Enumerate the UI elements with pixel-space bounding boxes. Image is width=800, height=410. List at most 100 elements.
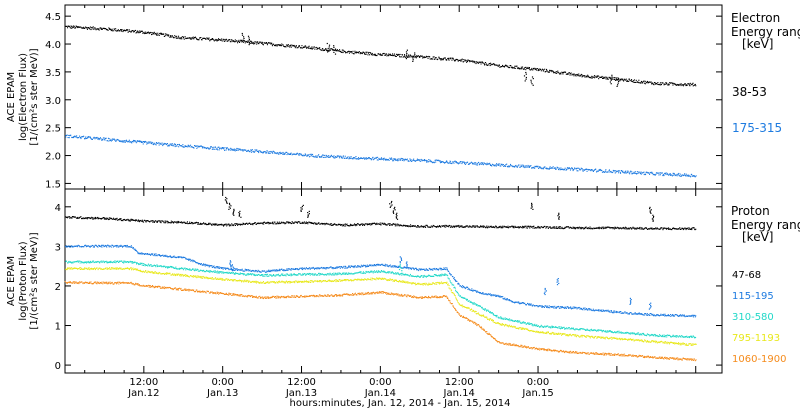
data-point	[536, 68, 538, 70]
data-point	[280, 153, 282, 155]
data-point	[616, 79, 618, 81]
data-point	[285, 46, 287, 48]
data-point	[403, 160, 405, 162]
data-point	[378, 264, 380, 266]
data-point	[641, 228, 643, 230]
data-point	[207, 38, 209, 40]
data-point	[630, 80, 632, 82]
data-point	[215, 271, 217, 273]
data-point	[145, 264, 147, 266]
data-point	[461, 225, 463, 227]
data-point	[174, 146, 176, 148]
data-point	[459, 161, 461, 163]
data-point	[443, 57, 445, 59]
data-point	[234, 150, 236, 152]
data-point	[604, 76, 606, 78]
data-point	[234, 148, 236, 150]
data-point	[405, 159, 407, 161]
data-point	[94, 27, 96, 29]
data-point	[233, 148, 235, 150]
data-point	[384, 265, 386, 267]
data-point	[524, 167, 526, 169]
data-point	[651, 227, 653, 229]
data-point	[207, 224, 209, 226]
data-point	[656, 83, 658, 85]
data-point	[531, 67, 533, 69]
data-point	[156, 255, 158, 257]
data-point	[543, 168, 545, 170]
data-point	[87, 27, 89, 29]
data-point	[668, 83, 670, 85]
data-point	[372, 156, 374, 158]
data-point	[410, 55, 412, 57]
data-point	[619, 80, 621, 82]
data-point	[174, 256, 176, 258]
data-point	[393, 208, 395, 210]
data-point	[453, 225, 455, 227]
data-point	[689, 82, 691, 84]
data-point	[680, 228, 682, 230]
data-point	[185, 268, 187, 270]
data-point	[69, 26, 71, 28]
data-point	[672, 172, 674, 174]
data-point	[540, 226, 542, 228]
data-point	[208, 264, 210, 266]
data-point	[354, 51, 356, 53]
data-point	[580, 167, 582, 169]
data-point	[260, 151, 262, 153]
data-point	[623, 312, 625, 314]
data-point	[575, 227, 577, 229]
data-point	[255, 223, 257, 225]
data-point	[298, 268, 300, 270]
data-point	[527, 67, 529, 69]
data-point	[587, 228, 589, 230]
data-point	[211, 146, 213, 148]
data-point	[533, 225, 535, 227]
data-point	[290, 46, 292, 48]
data-point	[367, 223, 369, 225]
data-point	[471, 288, 473, 290]
data-point	[197, 146, 199, 148]
data-point	[473, 61, 475, 63]
data-point	[580, 308, 582, 310]
data-point	[157, 32, 159, 34]
data-point	[76, 245, 78, 247]
data-point	[113, 218, 115, 220]
data-point	[307, 223, 309, 225]
data-point	[579, 308, 581, 310]
data-point	[587, 227, 589, 229]
data-point	[471, 226, 473, 228]
data-point	[539, 166, 541, 168]
data-point	[365, 51, 367, 53]
data-point	[209, 223, 211, 225]
data-point	[99, 262, 101, 264]
data-point	[258, 152, 260, 154]
data-point	[367, 158, 369, 160]
data-point	[282, 221, 284, 223]
data-point	[130, 261, 132, 263]
data-point	[606, 310, 608, 312]
data-point	[582, 170, 584, 172]
data-point	[120, 244, 122, 246]
data-point	[154, 220, 156, 222]
data-point	[396, 212, 398, 214]
data-point	[642, 81, 644, 83]
data-point	[562, 168, 564, 170]
data-point	[390, 205, 392, 207]
data-point	[161, 142, 163, 144]
data-point	[634, 227, 636, 229]
data-point	[106, 29, 108, 31]
data-point	[179, 256, 181, 258]
data-point	[543, 226, 545, 228]
data-point	[376, 223, 378, 225]
data-point	[518, 227, 520, 229]
data-point	[434, 159, 436, 161]
data-point	[204, 223, 206, 225]
data-point	[111, 261, 113, 263]
data-point	[458, 224, 460, 226]
data-point	[119, 140, 121, 142]
data-point	[196, 222, 198, 224]
data-point	[691, 314, 693, 316]
data-point	[312, 266, 314, 268]
data-point	[446, 59, 448, 61]
